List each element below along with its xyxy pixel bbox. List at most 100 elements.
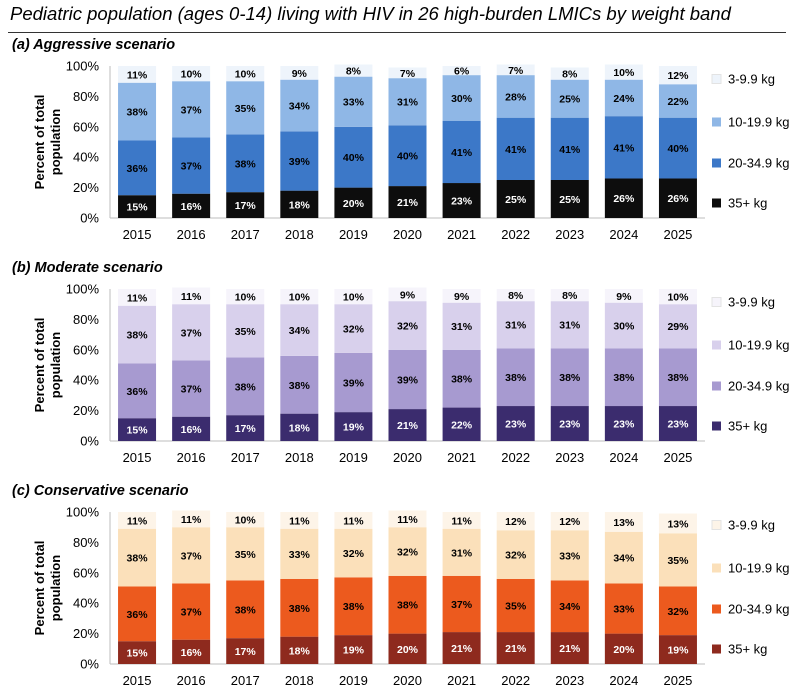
bar-segment xyxy=(658,533,697,587)
y-tick-label: 80% xyxy=(73,535,99,550)
y-tick-label: 60% xyxy=(73,565,99,580)
bar-segment xyxy=(334,635,373,664)
data-label: 10% xyxy=(235,292,257,304)
bar-segment xyxy=(226,580,265,639)
bar-segment xyxy=(334,187,373,218)
bar-segment xyxy=(496,632,535,664)
bar-segment xyxy=(280,578,319,637)
legend-label: 35+ kg xyxy=(728,419,767,434)
bar-segment xyxy=(604,302,643,349)
data-label: 41% xyxy=(559,144,581,156)
data-label: 10% xyxy=(289,292,311,304)
data-label: 10% xyxy=(667,292,689,304)
y-tick-label: 0% xyxy=(80,211,99,226)
bar-segment xyxy=(388,287,427,302)
data-label: 35% xyxy=(235,103,257,115)
bar-segment xyxy=(226,357,265,416)
x-tick-label: 2021 xyxy=(447,450,476,465)
legend-label: 20-34.9 kg xyxy=(728,379,789,394)
data-label: 31% xyxy=(451,321,473,333)
x-tick-label: 2025 xyxy=(663,450,692,465)
bar-segment xyxy=(118,363,157,419)
bar-segment xyxy=(658,348,697,407)
bar-segment xyxy=(118,195,157,218)
y-axis-title-line: Percent of total xyxy=(32,541,47,636)
bar-segment xyxy=(442,407,481,441)
data-label: 41% xyxy=(451,147,473,159)
data-label: 17% xyxy=(235,423,257,435)
bar-segment xyxy=(442,528,481,576)
y-tick-label: 100% xyxy=(66,59,100,74)
data-label: 9% xyxy=(292,68,308,80)
y-tick-label: 80% xyxy=(73,89,99,104)
data-label: 11% xyxy=(181,514,202,526)
data-label: 8% xyxy=(346,66,362,78)
bar-segment xyxy=(550,289,589,302)
data-label: 31% xyxy=(397,97,419,109)
bar-segment xyxy=(118,418,157,441)
x-tick-label: 2024 xyxy=(609,227,638,242)
bar-segment xyxy=(388,125,427,187)
data-label: 25% xyxy=(559,194,581,206)
bar-segment xyxy=(550,117,589,180)
data-label: 37% xyxy=(181,161,203,173)
bar-segment xyxy=(550,530,589,581)
data-label: 8% xyxy=(562,69,578,81)
bar-segment xyxy=(604,348,643,407)
data-label: 39% xyxy=(343,377,365,389)
bar-segment xyxy=(118,586,157,642)
data-label: 10% xyxy=(613,67,635,79)
data-label: 9% xyxy=(454,291,470,303)
data-label: 12% xyxy=(559,516,581,528)
x-tick-label: 2023 xyxy=(555,673,584,688)
x-tick-label: 2019 xyxy=(339,227,368,242)
y-axis-title: Percent of totalpopulation xyxy=(32,318,63,413)
bar-segment xyxy=(496,512,535,531)
legend-swatch xyxy=(712,604,721,614)
bar-segment xyxy=(550,406,589,441)
data-label: 18% xyxy=(289,422,311,434)
legend-label: 35+ kg xyxy=(728,642,767,657)
bar-segment xyxy=(604,583,643,634)
panel-title: (a) Aggressive scenario xyxy=(12,37,175,53)
data-label: 36% xyxy=(127,609,149,621)
x-tick-label: 2016 xyxy=(177,673,206,688)
bar-segment xyxy=(496,348,535,407)
data-label: 16% xyxy=(181,201,203,213)
bar-segment xyxy=(388,186,427,218)
y-tick-label: 80% xyxy=(73,312,99,327)
bar-segment xyxy=(226,304,265,358)
data-label: 12% xyxy=(505,516,527,528)
bar-segment xyxy=(658,178,697,218)
legend-label: 35+ kg xyxy=(728,196,767,211)
bar-segment xyxy=(118,528,157,587)
data-label: 18% xyxy=(289,199,311,211)
legend-swatch xyxy=(712,198,721,208)
x-tick-label: 2018 xyxy=(285,673,314,688)
bar-segment xyxy=(604,406,643,441)
y-axis-title-line: Percent of total xyxy=(32,95,47,190)
data-label: 23% xyxy=(451,196,473,208)
data-label: 38% xyxy=(127,107,149,119)
data-label: 21% xyxy=(505,643,527,655)
data-label: 40% xyxy=(667,143,689,155)
legend-label: 3-9.9 kg xyxy=(728,518,775,533)
data-label: 16% xyxy=(181,647,203,659)
data-label: 29% xyxy=(667,321,689,333)
y-tick-label: 40% xyxy=(73,150,99,165)
data-label: 18% xyxy=(289,645,311,657)
bar-segment xyxy=(442,66,481,76)
bar-segment xyxy=(658,66,697,85)
data-label: 11% xyxy=(127,69,148,81)
bar-segment xyxy=(280,528,319,579)
bar-segment xyxy=(550,512,589,531)
legend-label: 3-9.9 kg xyxy=(728,295,775,310)
bar-segment xyxy=(226,638,265,664)
data-label: 11% xyxy=(397,514,418,526)
y-tick-label: 0% xyxy=(80,434,99,449)
bar-segment xyxy=(388,409,427,441)
bar-segment xyxy=(496,117,535,180)
x-tick-label: 2016 xyxy=(177,227,206,242)
bar-segment xyxy=(334,304,373,353)
